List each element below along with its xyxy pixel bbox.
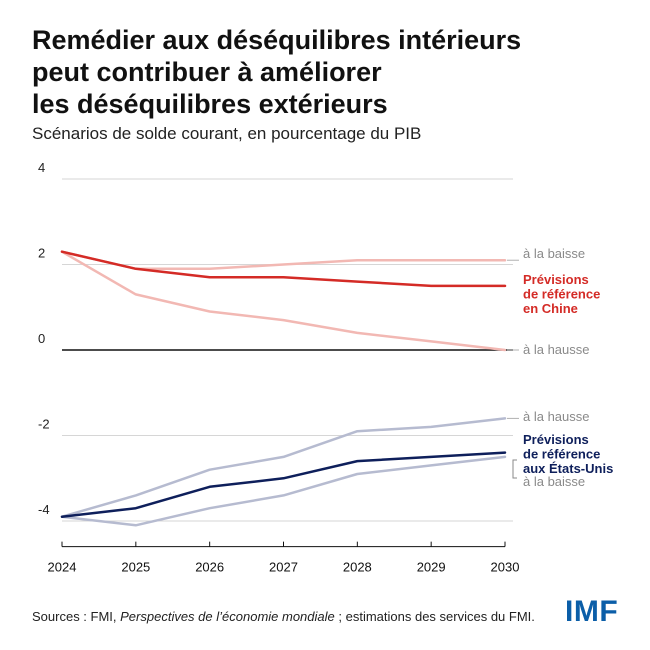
annotation-china-baisse: à la baisse — [523, 246, 585, 261]
chart-subtitle: Scénarios de solde courant, en pourcenta… — [32, 124, 422, 143]
series-lines — [60, 250, 507, 527]
x-tick-label: 2030 — [491, 560, 520, 575]
source-note: Sources : FMI, Perspectives de l’économi… — [32, 609, 535, 624]
annotation-bracket — [512, 459, 517, 479]
series-line-china-base — [60, 250, 507, 288]
x-tick-label: 2025 — [121, 560, 150, 575]
y-tick-label: 0 — [38, 331, 45, 346]
annotation-china-base: Prévisions de référence en Chine — [523, 272, 600, 316]
series-line-us-baisse — [60, 455, 507, 527]
y-tick-label: 4 — [38, 160, 45, 175]
annotation-line: Prévisions — [523, 432, 589, 447]
y-tick-label: 2 — [38, 246, 45, 261]
x-tick-label: 2026 — [195, 560, 224, 575]
imf-logo: IMF — [565, 595, 619, 628]
annotation-line: en Chine — [523, 301, 578, 316]
annotation-us-base: Prévisions de référence aux États-Unis — [523, 432, 613, 476]
annotation-line: aux États-Unis — [523, 461, 613, 476]
series-line-china-hausse — [60, 250, 507, 352]
annotation-china-hausse: à la hausse — [523, 342, 590, 357]
annotation-line: à la baisse — [523, 246, 585, 261]
annotation-us-baisse: à la baisse — [523, 474, 585, 489]
source-suffix: ; estimations des services du FMI. — [334, 609, 535, 624]
x-tick-label: 2027 — [269, 560, 298, 575]
source-publication: Perspectives de l’économie mondiale — [120, 609, 335, 624]
series-line-us-base — [60, 451, 507, 518]
title-line: peut contribuer à améliorer — [32, 57, 382, 87]
annotation-line: à la baisse — [523, 474, 585, 489]
y-axis-ticks: 4 2 0 -2 -4 — [38, 160, 50, 517]
x-tick-label: 2024 — [48, 560, 77, 575]
annotation-line: à la hausse — [523, 409, 590, 424]
chart-title: Remédier aux déséquilibres intérieurs pe… — [32, 24, 592, 120]
title-line: Remédier aux déséquilibres intérieurs — [32, 25, 522, 55]
annotation-line: de référence — [523, 447, 600, 462]
source-prefix: Sources : FMI, — [32, 609, 121, 624]
annotation-line: Prévisions — [523, 272, 589, 287]
y-tick-label: -4 — [38, 502, 50, 517]
annotation-us-hausse: à la hausse — [523, 409, 590, 424]
y-tick-label: -2 — [38, 417, 50, 432]
annotation-line: à la hausse — [523, 342, 590, 357]
series-line-us-hausse — [60, 417, 507, 518]
gridlines — [62, 178, 513, 522]
x-tick-label: 2029 — [417, 560, 446, 575]
annotation-line: de référence — [523, 287, 600, 302]
x-axis: 2024 2025 2026 2027 2028 2029 2030 — [48, 541, 520, 575]
title-line: les déséquilibres extérieurs — [32, 89, 388, 119]
x-tick-label: 2028 — [343, 560, 372, 575]
